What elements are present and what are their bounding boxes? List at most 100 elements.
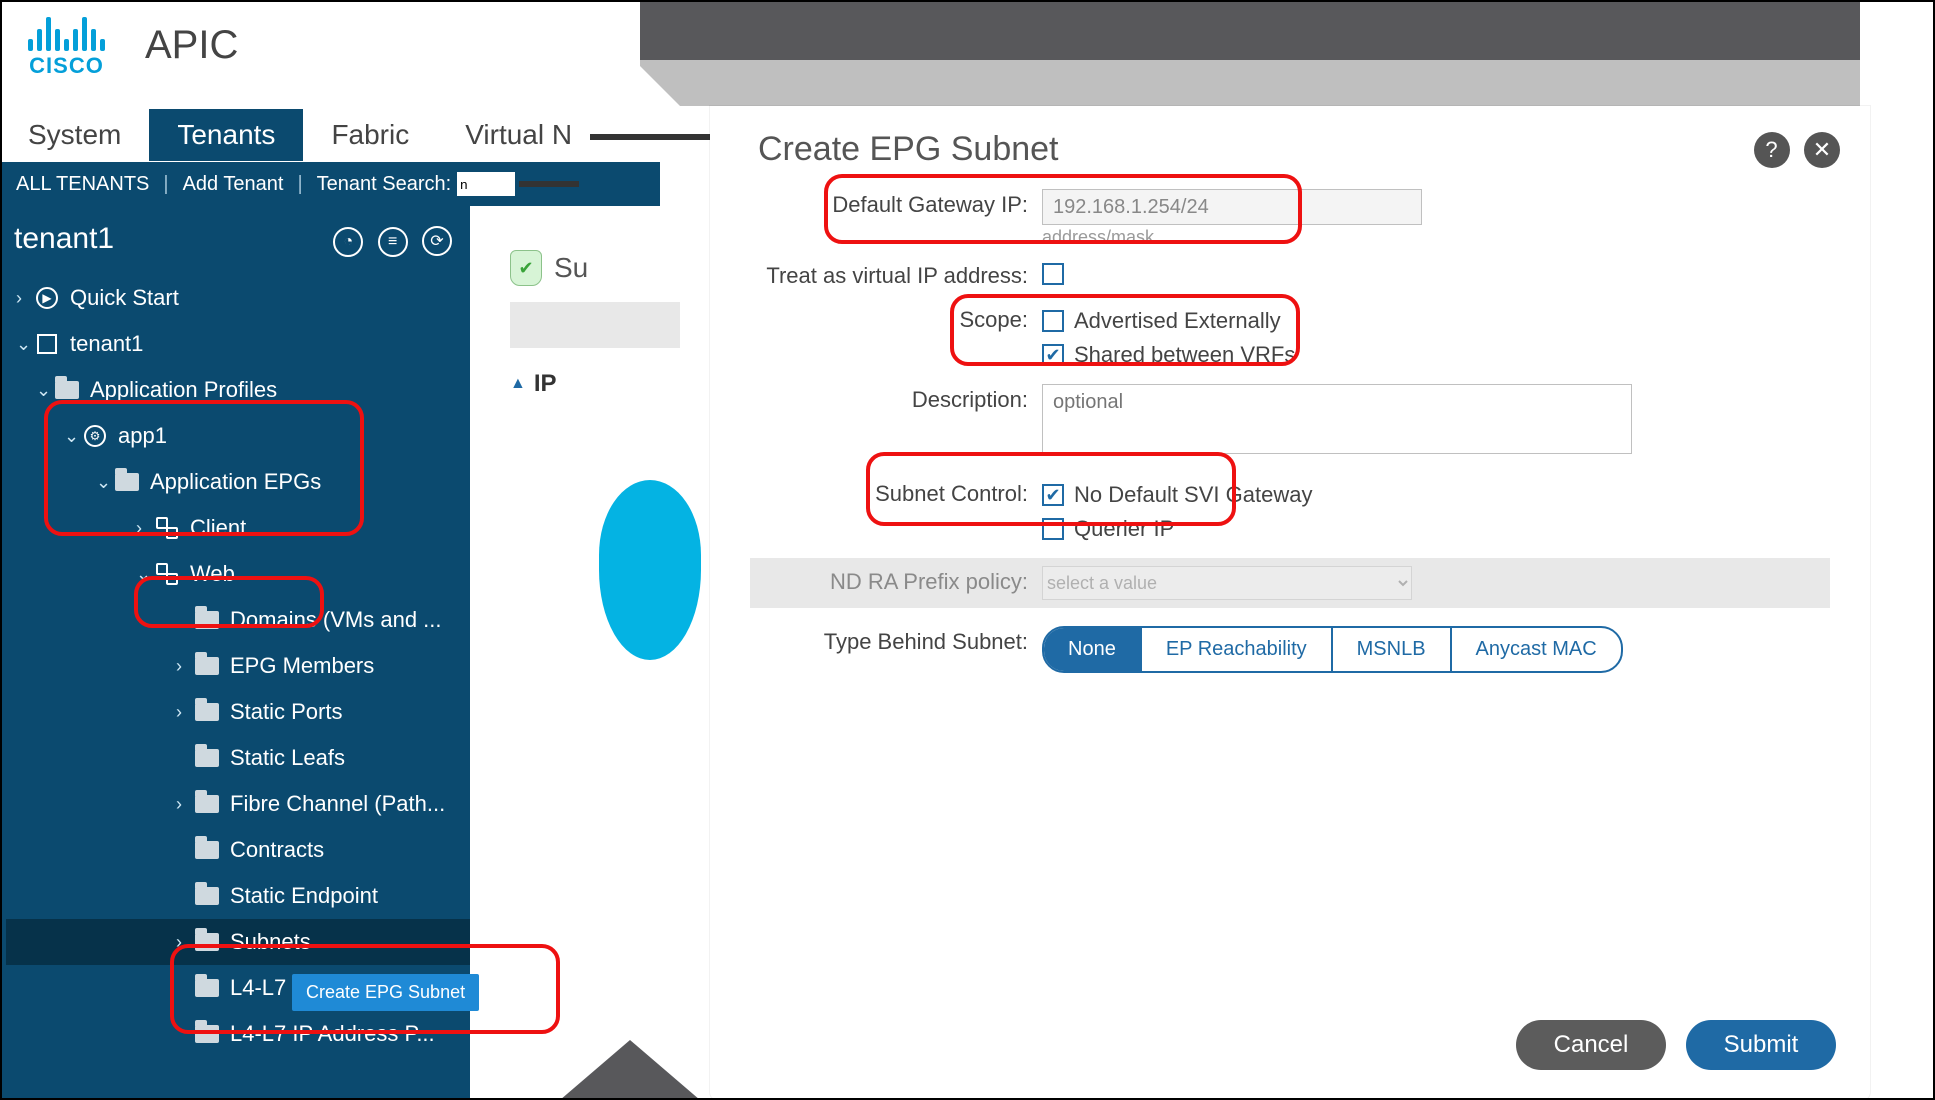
label-description: Description:	[750, 384, 1042, 416]
folder-icon	[194, 701, 220, 723]
label-type-behind: Type Behind Subnet:	[750, 626, 1042, 658]
opt-none[interactable]: None	[1044, 628, 1140, 671]
tree-item-subnets[interactable]: ›Subnets	[6, 919, 470, 965]
tree-item-static-ports[interactable]: › Static Ports	[6, 689, 470, 735]
checkbox-virtual-ip[interactable]: ✔	[1042, 263, 1064, 285]
label-scope: Scope:	[750, 304, 1042, 336]
checkbox-scope-shared[interactable]: ✔	[1042, 344, 1064, 366]
tree-item-quick-start[interactable]: ›▶Quick Start	[6, 275, 470, 321]
opt-ep[interactable]: EP Reachability	[1140, 628, 1331, 671]
app-icon: ⚙	[82, 425, 108, 447]
tree-item-app1[interactable]: ⌄⚙ app1	[6, 413, 470, 459]
add-tenant-link[interactable]: Add Tenant	[183, 173, 284, 196]
tree-label: Web	[190, 561, 235, 587]
caret-icon: ⌄	[36, 380, 54, 401]
folder-icon	[194, 977, 220, 999]
nav-header: tenant1 ◔ ≡ ⟳	[0, 206, 470, 271]
diamond-shape	[599, 480, 701, 660]
tree-label: Application EPGs	[150, 469, 321, 495]
folder-icon	[194, 793, 220, 815]
caret-icon: ⌄	[96, 472, 114, 493]
dialog-title: Create EPG Subnet	[758, 130, 1059, 169]
checkbox-querier[interactable]: ✔	[1042, 518, 1064, 540]
tree-item-web[interactable]: ⌄Web	[6, 551, 470, 597]
scope-advertised-text: Advertised Externally	[1074, 304, 1281, 338]
tree-label: Application Profiles	[90, 377, 277, 403]
checkbox-scope-advertised[interactable]: ✔	[1042, 310, 1064, 332]
label-gateway: Default Gateway IP:	[750, 189, 1042, 221]
scope-shared-text: Shared between VRFs	[1074, 338, 1295, 372]
center-preview: ✔ Su ▲IP	[510, 250, 710, 398]
caret-icon: ⌄	[16, 334, 34, 355]
folder-icon	[194, 931, 220, 953]
tree-item-contracts[interactable]: Contracts	[6, 827, 470, 873]
all-tenants-link[interactable]: ALL TENANTS	[16, 173, 149, 196]
caret-icon: ›	[176, 794, 194, 815]
opt-anycast[interactable]: Anycast MAC	[1450, 628, 1621, 671]
label-virtual-ip: Treat as virtual IP address:	[750, 260, 1042, 292]
left-nav: tenant1 ◔ ≡ ⟳ ›▶Quick Start ⌄ tenant1 ⌄ Appl…	[0, 206, 470, 1100]
caret-icon: ›	[136, 518, 154, 539]
tree-item-client[interactable]: ›Client	[6, 505, 470, 551]
tree-item-static-endpoint[interactable]: Static Endpoint	[6, 873, 470, 919]
segmented-type-behind: None EP Reachability MSNLB Anycast MAC	[1042, 626, 1623, 673]
center-su: Su	[554, 252, 588, 284]
quickstart-icon: ▶	[34, 287, 60, 309]
center-ip: IP	[534, 370, 557, 398]
tree-label: tenant1	[70, 331, 143, 357]
nav-icon-1[interactable]: ◔	[333, 227, 363, 257]
input-description[interactable]	[1042, 384, 1632, 454]
caret-icon: ›	[176, 656, 194, 677]
folder-icon	[194, 839, 220, 861]
tree-label: Static Endpoint	[230, 883, 378, 909]
tree-item-application-epgs[interactable]: ⌄ Application EPGs	[6, 459, 470, 505]
tenant-search-label: Tenant Search:	[317, 173, 452, 196]
tree-item-fibre-channel-path[interactable]: › Fibre Channel (Path...	[6, 781, 470, 827]
tree-item-domains-vms-and[interactable]: Domains (VMs and ...	[6, 597, 470, 643]
input-gateway-ip[interactable]	[1042, 189, 1422, 225]
caret-icon: ›	[16, 288, 34, 309]
cancel-button[interactable]: Cancel	[1516, 1020, 1666, 1070]
submit-button[interactable]: Submit	[1686, 1020, 1836, 1070]
label-subnet-control: Subnet Control:	[750, 478, 1042, 510]
tree-item-tenant1[interactable]: ⌄ tenant1	[6, 321, 470, 367]
tree-label: Domains (VMs and ...	[230, 607, 442, 633]
querier-text: Querier IP	[1074, 512, 1174, 546]
folder-icon	[54, 379, 80, 401]
context-menu-create-epg-subnet[interactable]: Create EPG Subnet	[292, 974, 479, 1011]
nav-icon-3[interactable]: ⟳	[422, 226, 452, 256]
tree-item-application-profiles[interactable]: ⌄ Application Profiles	[6, 367, 470, 413]
tree-label: EPG Members	[230, 653, 374, 679]
caret-icon: ›	[176, 702, 194, 723]
create-epg-subnet-dialog: Create EPG Subnet ? ✕ Default Gateway IP…	[710, 106, 1870, 1100]
close-icon[interactable]: ✕	[1804, 132, 1840, 168]
epg-icon	[154, 517, 180, 539]
cisco-logo: CISCO	[28, 11, 105, 79]
tree-item-epg-members[interactable]: › EPG Members	[6, 643, 470, 689]
folder-icon	[194, 747, 220, 769]
tab-tenants[interactable]: Tenants	[149, 109, 303, 161]
tab-system[interactable]: System	[0, 109, 149, 161]
header-dark-band	[640, 0, 1860, 60]
tree-label: Static Ports	[230, 699, 342, 725]
tree-label: Subnets	[230, 929, 311, 955]
header-light-band	[680, 60, 1860, 106]
tree-item-l4-l7-ip-address-p[interactable]: L4-L7 IP Address P...	[6, 1011, 470, 1057]
epg-icon	[154, 563, 180, 585]
nav-icon-2[interactable]: ≡	[378, 227, 408, 257]
tab-virtual[interactable]: Virtual N	[437, 109, 600, 161]
caret-icon: ⌄	[64, 426, 82, 447]
opt-msnlb[interactable]: MSNLB	[1331, 628, 1450, 671]
tenant-icon	[34, 333, 60, 355]
checkbox-no-svi[interactable]: ✔	[1042, 484, 1064, 506]
tenant-search-input[interactable]	[457, 172, 515, 196]
tree-label: app1	[118, 423, 167, 449]
select-nd-ra: select a value	[1042, 566, 1412, 600]
primary-tabs: System Tenants Fabric Virtual N	[0, 108, 660, 162]
tab-fabric[interactable]: Fabric	[303, 109, 437, 161]
tree-label: Fibre Channel (Path...	[230, 791, 445, 817]
help-icon[interactable]: ?	[1754, 132, 1790, 168]
tree-item-static-leafs[interactable]: Static Leafs	[6, 735, 470, 781]
folder-icon	[114, 471, 140, 493]
hint-gateway: address/mask	[1042, 227, 1830, 248]
